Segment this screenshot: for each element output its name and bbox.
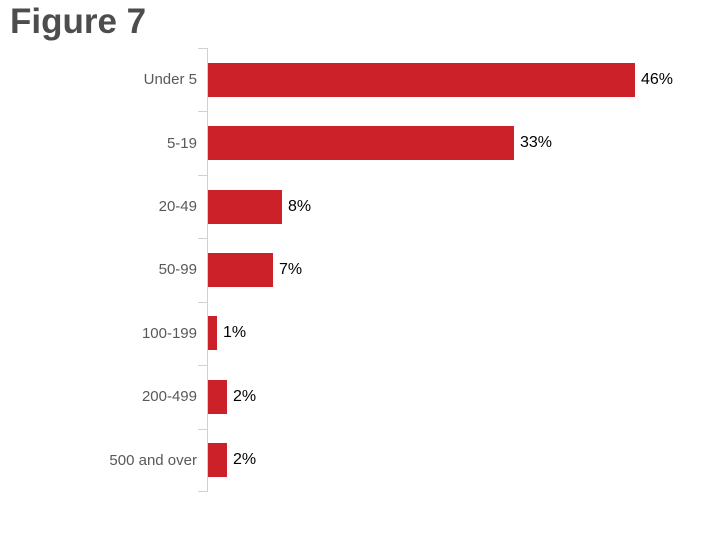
bar-row: 500 and over 2%: [0, 429, 720, 492]
bar: [208, 62, 635, 97]
value-label: 2%: [233, 451, 257, 469]
axis-tick: [198, 111, 208, 112]
axis-tick: [198, 365, 208, 366]
category-label: 50-99: [158, 261, 197, 279]
bar-track: 2%: [208, 365, 720, 428]
bar: [208, 189, 282, 224]
bar-track: 8%: [208, 175, 720, 238]
bar: [208, 379, 227, 414]
axis-tick: [198, 48, 208, 49]
bar-row: 20-49 8%: [0, 175, 720, 238]
bar-chart: Under 5 46% 5-19 33% 20-49 8% 50-99 7% 100-199 1%…: [0, 48, 720, 492]
value-label: 33%: [520, 134, 553, 152]
category-axis-line: [207, 48, 208, 492]
category-label: 500 and over: [109, 451, 197, 469]
bar-track: 33%: [208, 111, 720, 174]
figure-title: Figure 7: [10, 2, 147, 41]
axis-tick: [198, 429, 208, 430]
category-label: 20-49: [158, 198, 197, 216]
category-label: 200-499: [141, 388, 197, 406]
bar-track: 46%: [208, 48, 720, 111]
value-label: 8%: [288, 197, 312, 215]
axis-tick: [198, 238, 208, 239]
value-label: 2%: [233, 387, 257, 405]
bar-row: 200-499 2%: [0, 365, 720, 428]
axis-tick: [198, 302, 208, 303]
bar-track: 2%: [208, 429, 720, 492]
category-label: 5-19: [166, 134, 197, 152]
bar-row: 100-199 1%: [0, 302, 720, 365]
bar-track: 1%: [208, 302, 720, 365]
bar: [208, 316, 217, 351]
bar-row: Under 5 46%: [0, 48, 720, 111]
bar: [208, 443, 227, 478]
category-label: 100-199: [141, 324, 197, 342]
bar-track: 7%: [208, 238, 720, 301]
value-label: 7%: [279, 260, 303, 278]
value-label: 46%: [641, 70, 674, 88]
axis-tick: [198, 175, 208, 176]
value-label: 1%: [223, 324, 247, 342]
bar-row: 5-19 33%: [0, 111, 720, 174]
category-label: Under 5: [143, 71, 197, 89]
axis-tick: [198, 491, 208, 492]
bar: [208, 126, 514, 161]
bar-chart-rows: Under 5 46% 5-19 33% 20-49 8% 50-99 7% 100-199 1%…: [0, 48, 720, 492]
bar: [208, 252, 273, 287]
bar-row: 50-99 7%: [0, 238, 720, 301]
